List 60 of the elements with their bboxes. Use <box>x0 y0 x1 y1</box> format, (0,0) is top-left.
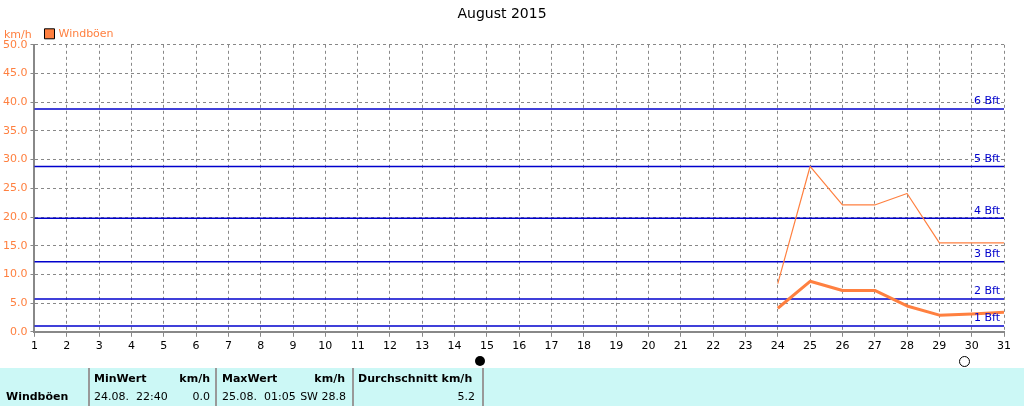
x-tick-label: 21 <box>673 339 688 353</box>
y-tick-label: 10.0 <box>2 267 28 281</box>
y-tick-label: 35.0 <box>2 123 28 137</box>
text: km/h <box>313 372 345 385</box>
y-tick-label: 45.0 <box>2 66 28 80</box>
x-tick-label: 15 <box>479 339 494 353</box>
text: 5.2 <box>456 390 475 403</box>
x-tick-label: 24 <box>770 339 785 353</box>
x-tick-label: 26 <box>835 339 850 353</box>
x-tick-label: 28 <box>900 339 915 353</box>
x-tick-label: 12 <box>382 339 397 353</box>
x-tick-label: 3 <box>95 339 103 353</box>
x-tick-label: 16 <box>512 339 527 353</box>
x-tick-label: 8 <box>257 339 265 353</box>
y-tick-label: 40.0 <box>2 95 28 109</box>
x-tick-label: 2 <box>63 339 71 353</box>
x-tick-label: 10 <box>318 339 333 353</box>
x-tick-label: 22 <box>706 339 721 353</box>
x-tick-label: 30 <box>964 339 979 353</box>
text: MaxWert <box>222 372 279 385</box>
ref-line-label: 5 Bft <box>973 151 1001 165</box>
x-tick-label: 11 <box>350 339 365 353</box>
text: km/h <box>178 372 210 385</box>
chart-title: August 2015 <box>457 5 547 22</box>
x-tick-label: 18 <box>576 339 591 353</box>
text: MinWert <box>94 372 148 385</box>
x-tick-label: 27 <box>867 339 882 353</box>
y-tick-label: 0.0 <box>9 324 28 338</box>
x-tick-label: 4 <box>127 339 135 353</box>
x-tick-label: 25 <box>803 339 818 353</box>
y-tick-label: 5.0 <box>9 295 28 309</box>
x-tick-label: 31 <box>997 339 1011 353</box>
x-tick-label: 17 <box>544 339 559 353</box>
x-tick-label: 7 <box>224 339 232 353</box>
y-tick-label: 20.0 <box>2 209 28 223</box>
text: SW 28.8 <box>300 390 346 403</box>
x-tick-label: 14 <box>447 339 462 353</box>
x-tick-label: 23 <box>738 339 753 353</box>
x-tick-label: 29 <box>932 339 947 353</box>
text: Durchschnitt km/h <box>358 372 474 385</box>
x-tick-label: 6 <box>192 339 200 353</box>
ref-line-label: 1 Bft <box>973 311 1001 325</box>
legend-label: Windböen <box>58 26 114 40</box>
x-tick-label: 13 <box>415 339 430 353</box>
y-tick-label: 25.0 <box>2 181 28 195</box>
y-tick-label: 15.0 <box>2 238 28 252</box>
text: 0.0 <box>191 390 210 403</box>
y-tick-label: 30.0 <box>2 152 28 166</box>
ref-line-label: 3 Bft <box>973 247 1001 261</box>
ref-line-label: 4 Bft <box>973 203 1001 217</box>
x-tick-label: 19 <box>609 339 624 353</box>
text: Windböen <box>6 390 70 403</box>
x-tick-label: 5 <box>160 339 168 353</box>
text: 24.08. 22:40 <box>94 390 169 403</box>
ref-line-label: 2 Bft <box>973 284 1001 298</box>
x-tick-label: 20 <box>641 339 656 353</box>
x-tick-label: 9 <box>289 339 297 353</box>
ref-line-label: 6 Bft <box>973 94 1001 108</box>
text: 25.08. 01:05 <box>222 390 297 403</box>
x-tick-label: 1 <box>30 339 38 353</box>
